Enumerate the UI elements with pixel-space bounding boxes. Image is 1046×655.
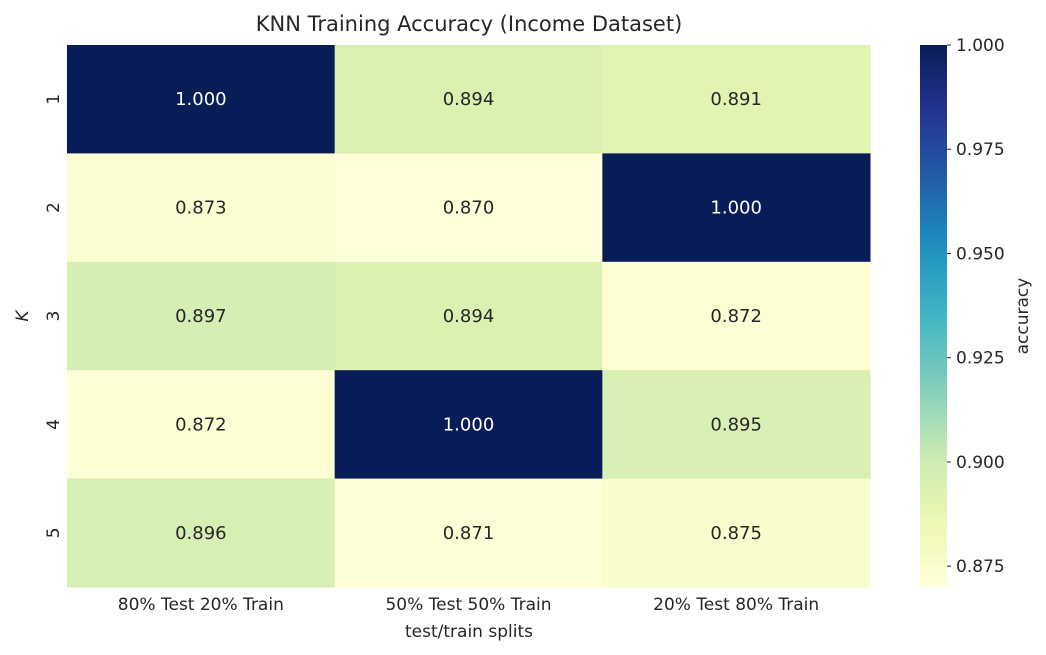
colorbar-tick-label: 0.925 (956, 349, 1005, 369)
heatmap-cell (67, 153, 336, 263)
heatmap-cell (334, 261, 603, 371)
cell-value-label: 1.000 (710, 198, 762, 219)
heatmap-cell (334, 153, 603, 263)
heatmap-cell (67, 261, 336, 371)
cell-value-label: 0.894 (443, 306, 495, 327)
x-axis-label: test/train splits (405, 622, 533, 642)
colorbar (920, 45, 947, 587)
y-tick-label: 1 (44, 94, 64, 105)
heatmap-cell (334, 370, 603, 480)
cell-value-label: 0.897 (175, 306, 227, 327)
cell-value-label: 0.872 (175, 414, 227, 435)
cell-value-label: 0.872 (710, 306, 762, 327)
cell-value-label: 0.871 (443, 523, 495, 544)
y-tick-label: 3 (44, 311, 64, 322)
heatmap-cell (602, 370, 871, 480)
cell-value-label: 0.891 (710, 89, 762, 110)
heatmap-cell (334, 478, 603, 588)
colorbar-tick-label: 0.975 (956, 140, 1005, 160)
x-tick-labels: 80% Test 20% Train 50% Test 50% Train 20% … (118, 595, 819, 615)
heatmap-cell (334, 45, 603, 154)
y-tick-labels: 1 2 3 4 5 (44, 94, 64, 538)
heatmap-cell (602, 478, 871, 588)
x-tick-label: 20% Test 80% Train (653, 595, 819, 615)
colorbar-label: accuracy (1013, 278, 1033, 355)
colorbar-tick-label: 1.000 (956, 36, 1005, 56)
cell-value-label: 0.873 (175, 198, 227, 219)
y-tick-label: 5 (44, 527, 64, 538)
y-axis-label: K (13, 309, 33, 322)
heatmap-cells: 1.000 0.894 0.891 0.873 0.870 1.000 0.897 0.894… (67, 45, 871, 588)
heatmap-cell (602, 261, 871, 371)
colorbar-tick-label: 0.950 (956, 244, 1005, 264)
heatmap-cell (602, 45, 871, 154)
colorbar-tick-label: 0.900 (956, 453, 1005, 473)
y-tick-label: 2 (44, 202, 64, 213)
cell-value-label: 0.894 (443, 89, 495, 110)
cell-value-label: 0.870 (443, 198, 495, 219)
cell-value-label: 0.896 (175, 523, 227, 544)
cell-value-label: 0.875 (710, 523, 762, 544)
heatmap-cell (67, 370, 336, 480)
cell-value-label: 0.895 (710, 414, 762, 435)
chart-title: KNN Training Accuracy (Income Dataset) (256, 12, 683, 36)
cell-value-label: 1.000 (175, 89, 227, 110)
colorbar-tick-label: 0.875 (956, 557, 1005, 577)
heatmap-cell (602, 153, 871, 263)
cell-value-label: 1.000 (443, 414, 495, 435)
heatmap-cell (67, 45, 336, 154)
heatmap-cell (67, 478, 336, 588)
x-tick-label: 80% Test 20% Train (118, 595, 284, 615)
x-tick-label: 50% Test 50% Train (385, 595, 551, 615)
y-tick-label: 4 (44, 419, 64, 430)
colorbar-ticks: 0.875 0.900 0.925 0.950 0.975 1.000 (947, 36, 1005, 577)
